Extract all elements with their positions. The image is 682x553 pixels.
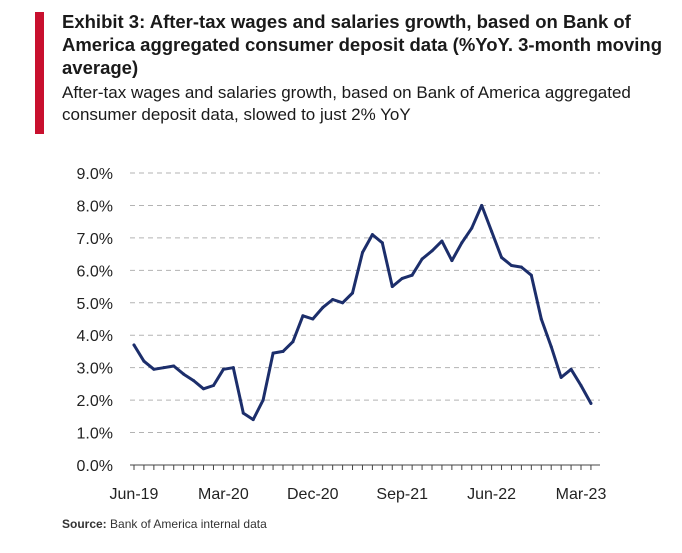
data-point xyxy=(400,276,404,280)
source-note: Source: Bank of America internal data xyxy=(62,517,267,531)
data-point xyxy=(470,226,474,230)
data-point xyxy=(380,241,384,245)
data-point xyxy=(420,257,424,261)
y-tick-label: 2.0% xyxy=(77,393,113,410)
y-tick-label: 6.0% xyxy=(77,263,113,280)
x-tick-label: Mar-23 xyxy=(556,486,607,503)
data-point xyxy=(390,285,394,289)
y-tick-label: 9.0% xyxy=(77,166,113,183)
y-tick-label: 8.0% xyxy=(77,198,113,215)
data-point xyxy=(549,345,553,349)
data-point xyxy=(450,259,454,263)
data-point xyxy=(370,233,374,237)
y-tick-label: 7.0% xyxy=(77,231,113,248)
source-label: Source: xyxy=(62,517,107,531)
x-tick-label: Dec-20 xyxy=(287,486,339,503)
gridlines xyxy=(130,172,600,434)
data-point xyxy=(490,229,494,233)
data-point xyxy=(341,301,345,305)
data-point xyxy=(529,273,533,277)
data-point xyxy=(360,250,364,254)
x-tick-label: Sep-21 xyxy=(376,486,428,503)
data-point xyxy=(241,411,245,415)
data-point xyxy=(500,255,504,259)
data-point xyxy=(519,265,523,269)
data-point xyxy=(480,203,484,207)
data-point xyxy=(569,367,573,371)
chart-title: Exhibit 3: After-tax wages and salaries … xyxy=(62,11,662,78)
data-point xyxy=(440,239,444,243)
y-tick-label: 5.0% xyxy=(77,296,113,313)
data-point xyxy=(460,241,464,245)
data-point xyxy=(430,249,434,253)
y-tick-label: 4.0% xyxy=(77,328,113,345)
data-point xyxy=(589,401,593,405)
data-point xyxy=(301,314,305,318)
x-axis-ticks: Jun-19 Mar-20 Dec-20 Sep-21 Jun-22 Mar-23 xyxy=(110,486,607,503)
series xyxy=(132,203,593,422)
line-chart: 0.0% 1.0% 2.0% 3.0% 4.0% 5.0% 6.0% 7.0% 8.0% 9.0%… xyxy=(77,166,607,503)
x-axis xyxy=(130,464,600,470)
data-point xyxy=(172,364,176,368)
data-point xyxy=(142,359,146,363)
x-tick-label: Mar-20 xyxy=(198,486,249,503)
data-point xyxy=(579,384,583,388)
data-point xyxy=(311,317,315,321)
data-point xyxy=(351,291,355,295)
data-point xyxy=(291,340,295,344)
data-point xyxy=(202,387,206,391)
data-point xyxy=(559,375,563,379)
data-point xyxy=(281,349,285,353)
data-point xyxy=(231,366,235,370)
data-point xyxy=(331,298,335,302)
accent-bar xyxy=(35,12,44,134)
y-axis-ticks: 0.0% 1.0% 2.0% 3.0% 4.0% 5.0% 6.0% 7.0% 8.0% 9.0% xyxy=(77,166,113,475)
data-point xyxy=(539,317,543,321)
y-tick-label: 0.0% xyxy=(77,458,113,475)
data-point xyxy=(271,351,275,355)
data-point xyxy=(321,306,325,310)
y-tick-label: 3.0% xyxy=(77,361,113,378)
chart-subtitle: After-tax wages and salaries growth, bas… xyxy=(62,83,631,124)
data-point xyxy=(152,367,156,371)
data-point xyxy=(192,379,196,383)
data-point xyxy=(251,418,255,422)
data-point xyxy=(211,384,215,388)
data-point xyxy=(261,398,265,402)
data-point xyxy=(221,367,225,371)
data-point xyxy=(182,372,186,376)
x-tick-label: Jun-19 xyxy=(110,486,159,503)
data-point xyxy=(410,273,414,277)
data-point xyxy=(509,263,513,267)
source-text: Bank of America internal data xyxy=(110,517,267,531)
y-tick-label: 1.0% xyxy=(77,426,113,443)
data-point xyxy=(132,343,136,347)
data-point xyxy=(162,366,166,370)
x-tick-label: Jun-22 xyxy=(467,486,516,503)
